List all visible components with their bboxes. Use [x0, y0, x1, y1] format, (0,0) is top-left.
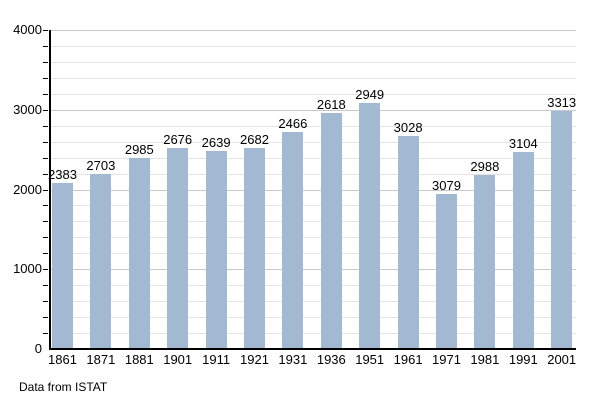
y-axis-tick: [43, 45, 48, 47]
x-axis-label-1981: 1981: [470, 352, 500, 367]
bar-1971: [436, 193, 457, 349]
bar-value-label-1881: 2985: [124, 141, 154, 157]
y-axis-tick: [43, 109, 48, 111]
y-gridline: [50, 173, 576, 175]
y-axis-label: 1000: [13, 261, 42, 277]
y-axis-tick: [43, 221, 48, 223]
source-note: Data from ISTAT: [19, 380, 108, 394]
y-axis-tick: [43, 205, 48, 207]
y-gridline: [50, 333, 576, 335]
bar-1871: [90, 173, 112, 349]
y-gridline: [50, 45, 576, 47]
y-gridline: [50, 125, 576, 127]
y-gridline: [50, 237, 576, 239]
bar-value-label-1961: 3028: [393, 120, 423, 136]
y-axis-label: 3000: [13, 101, 42, 117]
y-axis-tick: [43, 30, 48, 31]
x-axis-line: [49, 348, 576, 350]
y-gridline: [50, 61, 576, 63]
bar-value-label-1911: 2639: [201, 134, 231, 150]
bar-value-label-1936: 2618: [316, 96, 346, 112]
x-axis-label-1881: 1881: [124, 352, 154, 367]
bar-value-label-1931: 2466: [278, 116, 308, 132]
bar-value-label-2001: 3313: [547, 94, 577, 110]
bar-value-label-1871: 2703: [86, 157, 116, 173]
x-axis-label-1961: 1961: [393, 352, 423, 367]
y-gridline: [50, 269, 576, 271]
bar-value-label-1991: 3104: [508, 136, 538, 152]
bar-2001: [551, 110, 573, 349]
x-axis-label-1971: 1971: [432, 352, 461, 367]
x-axis-label-1931: 1931: [278, 352, 308, 367]
bar-1901: [167, 148, 189, 349]
y-axis-tick: [43, 317, 48, 319]
y-gridline: [50, 285, 576, 287]
bar-1881: [128, 157, 150, 349]
y-gridline: [50, 189, 576, 191]
bar-value-label-1921: 2682: [240, 131, 269, 147]
bar-value-label-1981: 2988: [470, 158, 500, 174]
x-axis-label-1901: 1901: [163, 352, 193, 367]
y-gridline: [50, 77, 576, 79]
bar-1911: [205, 150, 227, 349]
y-axis-tick: [43, 125, 48, 127]
x-axis-label-1936: 1936: [316, 352, 346, 367]
y-axis-label: 4000: [13, 22, 42, 37]
y-axis-label: 2000: [13, 181, 42, 197]
bar-1931: [282, 132, 304, 349]
bar-1981: [474, 174, 496, 349]
y-gridline: [50, 93, 576, 95]
bar-1861: [52, 183, 73, 349]
y-axis-tick: [43, 189, 48, 191]
y-gridline: [50, 109, 576, 111]
y-axis-tick: [43, 301, 48, 303]
y-axis-tick: [43, 253, 48, 255]
y-gridline: [50, 157, 576, 159]
y-axis-tick: [43, 93, 48, 95]
bar-1991: [512, 152, 534, 349]
y-gridline: [50, 30, 576, 31]
y-axis-label: 0: [34, 341, 42, 356]
plot-area: 0 1000 2000 3000 4000 2383 1861 2703 1871 2985 188…: [13, 23, 577, 366]
y-gridline: [50, 317, 576, 319]
bar-1936: [320, 112, 342, 349]
y-gridline: [50, 301, 576, 303]
y-gridline: [50, 205, 576, 207]
y-axis-tick: [43, 77, 48, 79]
y-axis-tick: [43, 141, 48, 143]
x-axis-label-2001: 2001: [547, 352, 577, 367]
x-axis-label-1911: 1911: [202, 352, 231, 367]
y-axis-tick: [43, 285, 48, 287]
x-axis-label-1871: 1871: [86, 352, 116, 367]
bar-value-label-1951: 2949: [355, 86, 385, 102]
bar-value-label-1901: 2676: [163, 132, 193, 148]
y-gridline: [50, 221, 576, 223]
y-axis-tick: [43, 61, 48, 63]
x-axis-label-1991: 1991: [508, 352, 538, 367]
y-axis-tick: [43, 333, 48, 335]
y-axis-tick: [43, 237, 48, 239]
y-axis-tick: [43, 173, 48, 175]
bar-1951: [359, 102, 381, 349]
bar-1961: [397, 136, 419, 349]
x-axis-label-1951: 1951: [355, 352, 385, 367]
y-gridline: [50, 141, 576, 143]
x-axis-label-1921: 1921: [240, 352, 269, 367]
y-axis-tick: [43, 269, 48, 271]
y-axis-line: [49, 30, 51, 350]
y-gridline: [50, 253, 576, 255]
bar-value-label-1971: 3079: [432, 177, 461, 193]
bar-1921: [244, 147, 265, 349]
y-axis-tick: [43, 157, 48, 159]
bar-value-label-1861: 2383: [48, 167, 77, 183]
x-axis-label-1861: 1861: [48, 352, 77, 367]
